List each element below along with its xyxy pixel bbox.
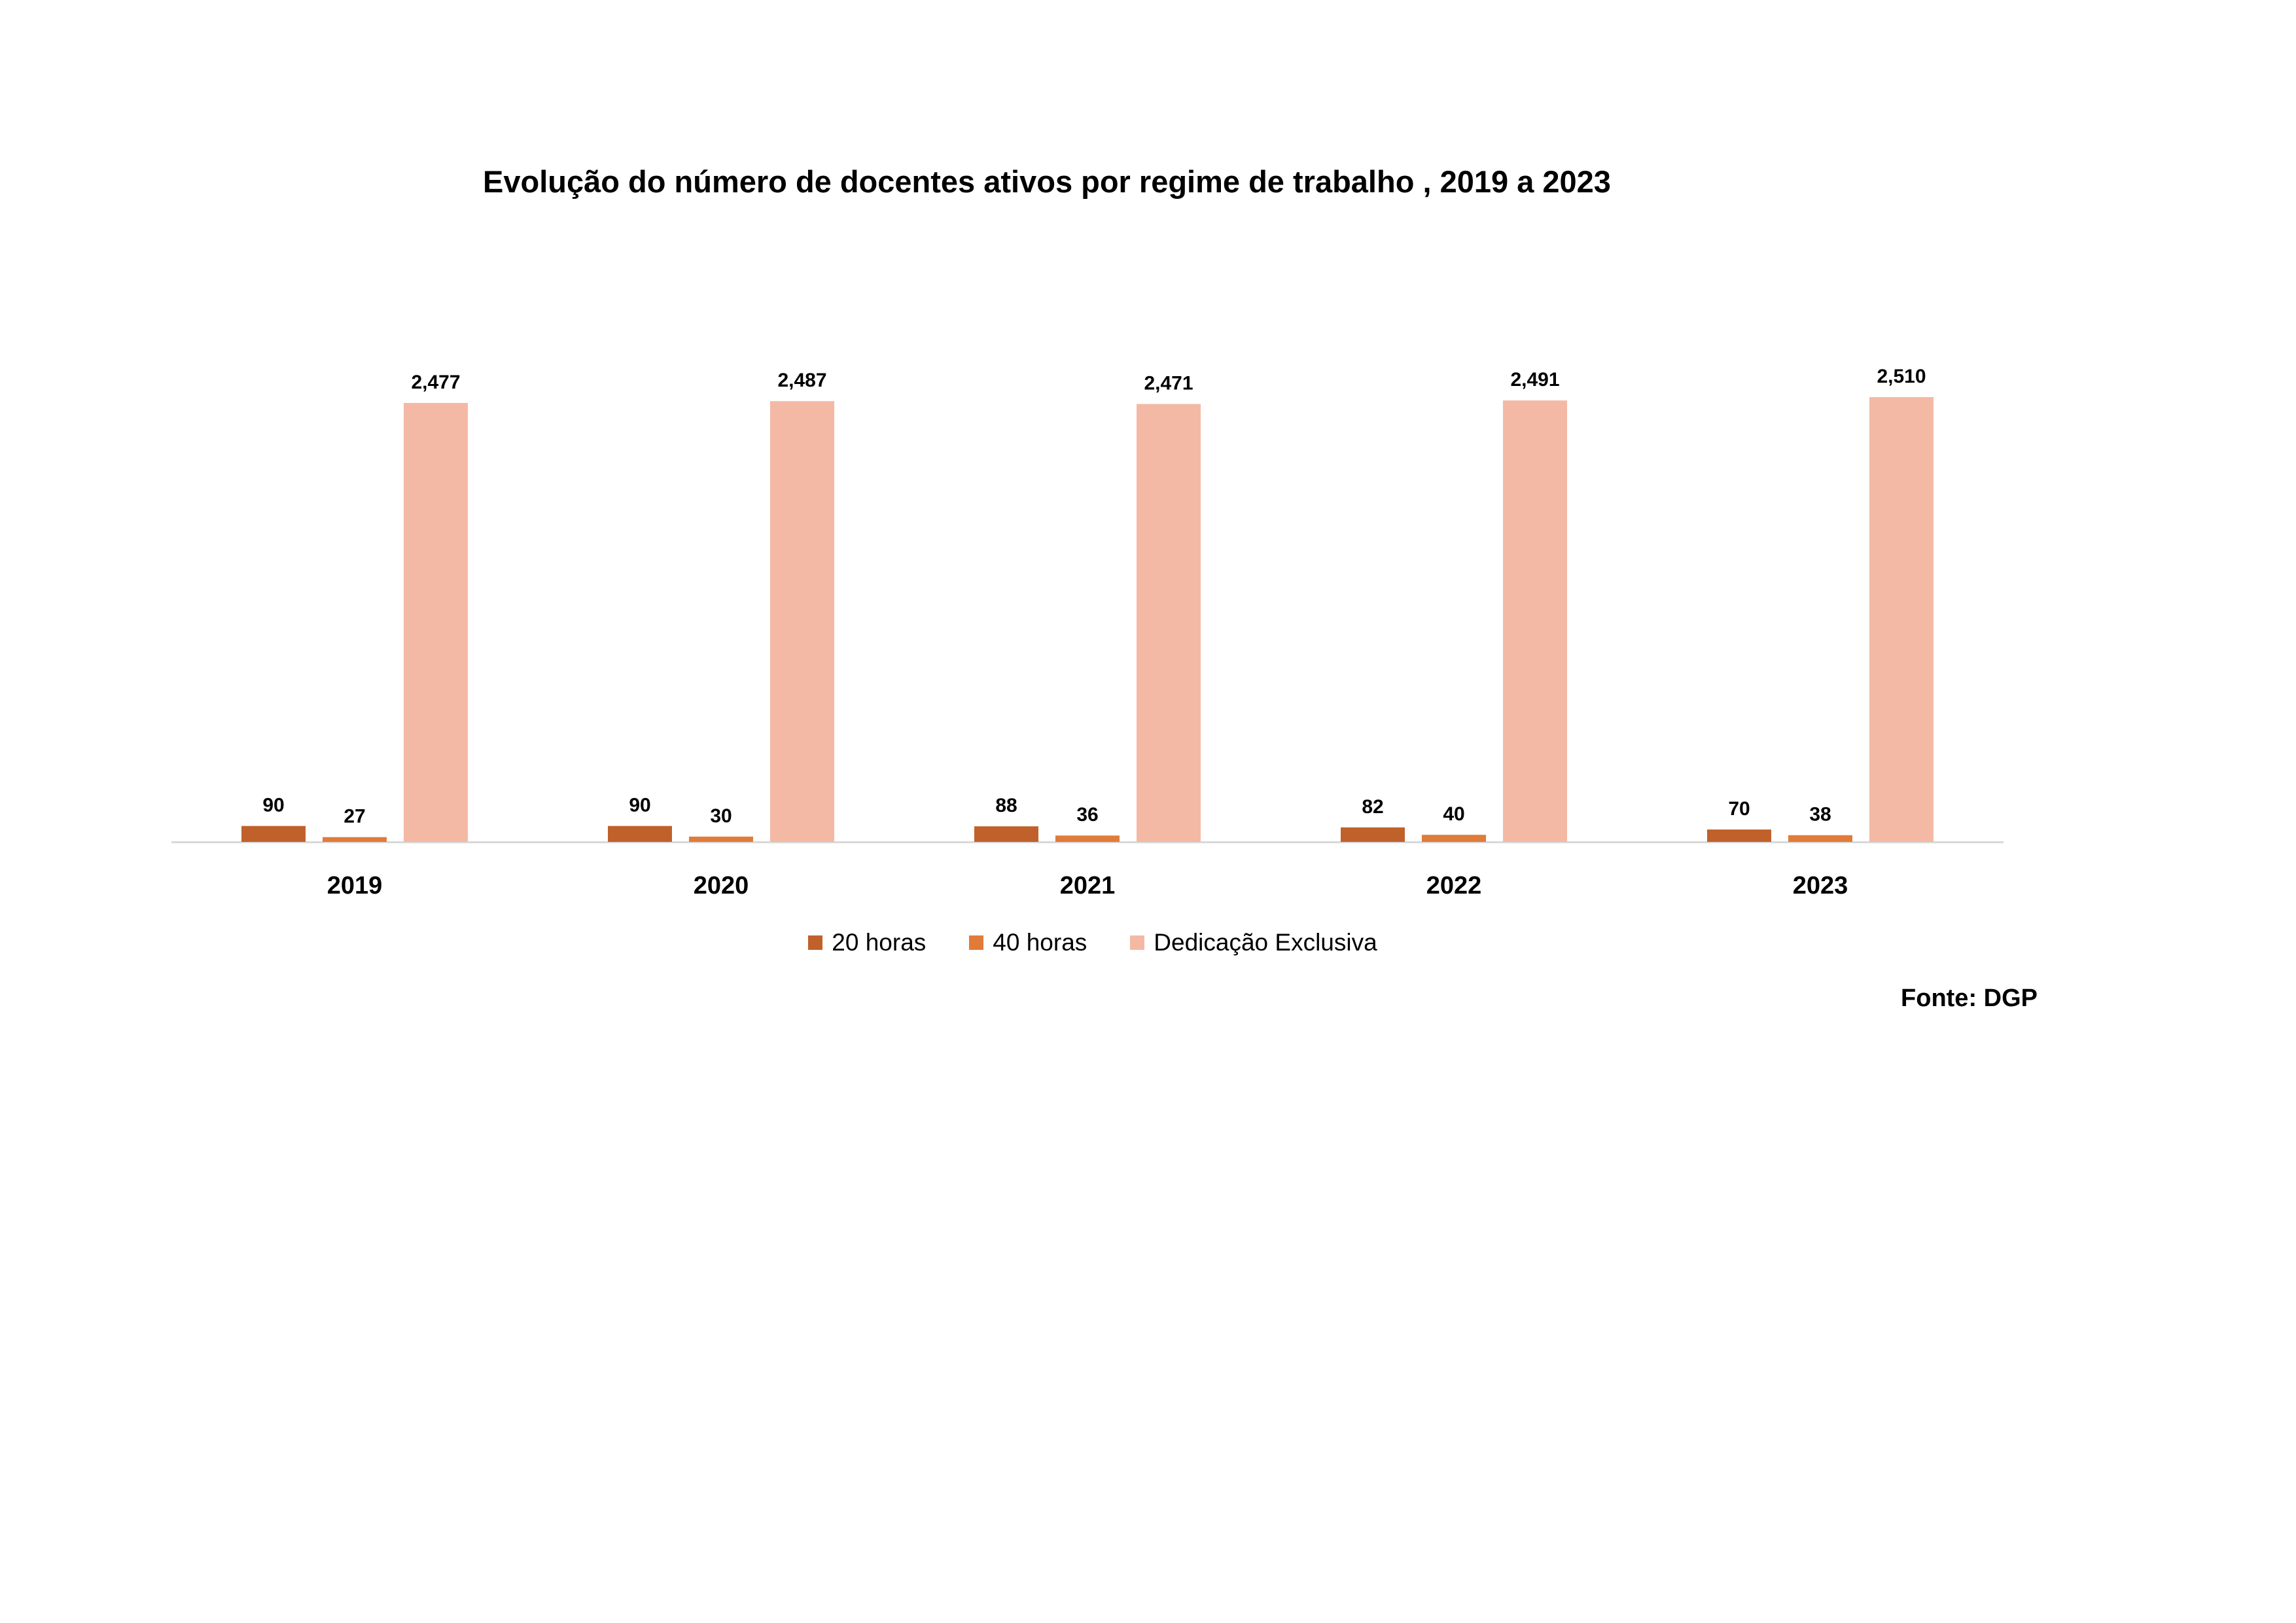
x-tick-label-2020: 2020 xyxy=(694,872,749,899)
data-label-2021-series-2: 2,471 xyxy=(1144,373,1193,394)
x-tick-label-2019: 2019 xyxy=(327,872,383,899)
bar-2023-series-2 xyxy=(1869,397,1934,842)
data-label-2021-series-1: 36 xyxy=(1076,804,1098,826)
legend-swatch-dedicacao-exclusiva xyxy=(1130,935,1145,950)
bar-2019-series-2 xyxy=(404,402,468,842)
data-label-2019-series-2: 2,477 xyxy=(411,372,460,393)
x-tick-label-2022: 2022 xyxy=(1426,872,1482,899)
x-tick-label-2021: 2021 xyxy=(1060,872,1116,899)
bar-2020-series-1 xyxy=(689,836,753,842)
legend-label-dedicacao-exclusiva: Dedicação Exclusiva xyxy=(1154,929,1377,956)
data-label-2022-series-2: 2,491 xyxy=(1510,369,1559,391)
data-label-2023-series-1: 38 xyxy=(1809,804,1831,826)
data-label-2022-series-0: 82 xyxy=(1362,796,1383,818)
data-label-2022-series-1: 40 xyxy=(1443,803,1464,825)
legend-label-40-horas: 40 horas xyxy=(993,929,1087,956)
data-label-2019-series-0: 90 xyxy=(262,795,284,816)
bar-2021-series-2 xyxy=(1137,404,1201,842)
data-label-2020-series-1: 30 xyxy=(710,805,732,827)
bar-2022-series-1 xyxy=(1422,835,1486,842)
data-label-2023-series-0: 70 xyxy=(1728,798,1750,820)
data-label-2020-series-2: 2,487 xyxy=(777,370,826,391)
bar-2020-series-0 xyxy=(608,826,672,842)
bar-2022-series-2 xyxy=(1503,400,1567,842)
legend-swatch-20-horas xyxy=(808,935,823,950)
bar-2023-series-0 xyxy=(1707,829,1771,842)
data-label-2020-series-0: 90 xyxy=(629,795,650,816)
chart-legend: 20 horas 40 horas Dedicação Exclusiva xyxy=(0,929,2185,956)
bar-2019-series-1 xyxy=(323,837,387,842)
bar-2021-series-1 xyxy=(1055,835,1120,842)
bar-2019-series-0 xyxy=(241,826,306,842)
source-note: Fonte: DGP xyxy=(1901,985,2038,1012)
chart-title: Evolução do número de docentes ativos po… xyxy=(483,164,1611,199)
data-label-2019-series-1: 27 xyxy=(344,806,365,828)
legend-item-dedicacao-exclusiva: Dedicação Exclusiva xyxy=(1130,929,1377,956)
data-label-2023-series-2: 2,510 xyxy=(1877,366,1926,387)
bar-2023-series-1 xyxy=(1788,835,1852,842)
bar-2021-series-0 xyxy=(974,826,1038,842)
legend-item-40-horas: 40 horas xyxy=(969,929,1087,956)
legend-label-20-horas: 20 horas xyxy=(832,929,927,956)
bar-2020-series-2 xyxy=(770,401,834,842)
x-tick-label-2023: 2023 xyxy=(1793,872,1848,899)
legend-item-20-horas: 20 horas xyxy=(808,929,926,956)
data-label-2021-series-0: 88 xyxy=(995,795,1017,816)
bar-2022-series-0 xyxy=(1341,827,1405,842)
legend-swatch-40-horas xyxy=(969,935,984,950)
